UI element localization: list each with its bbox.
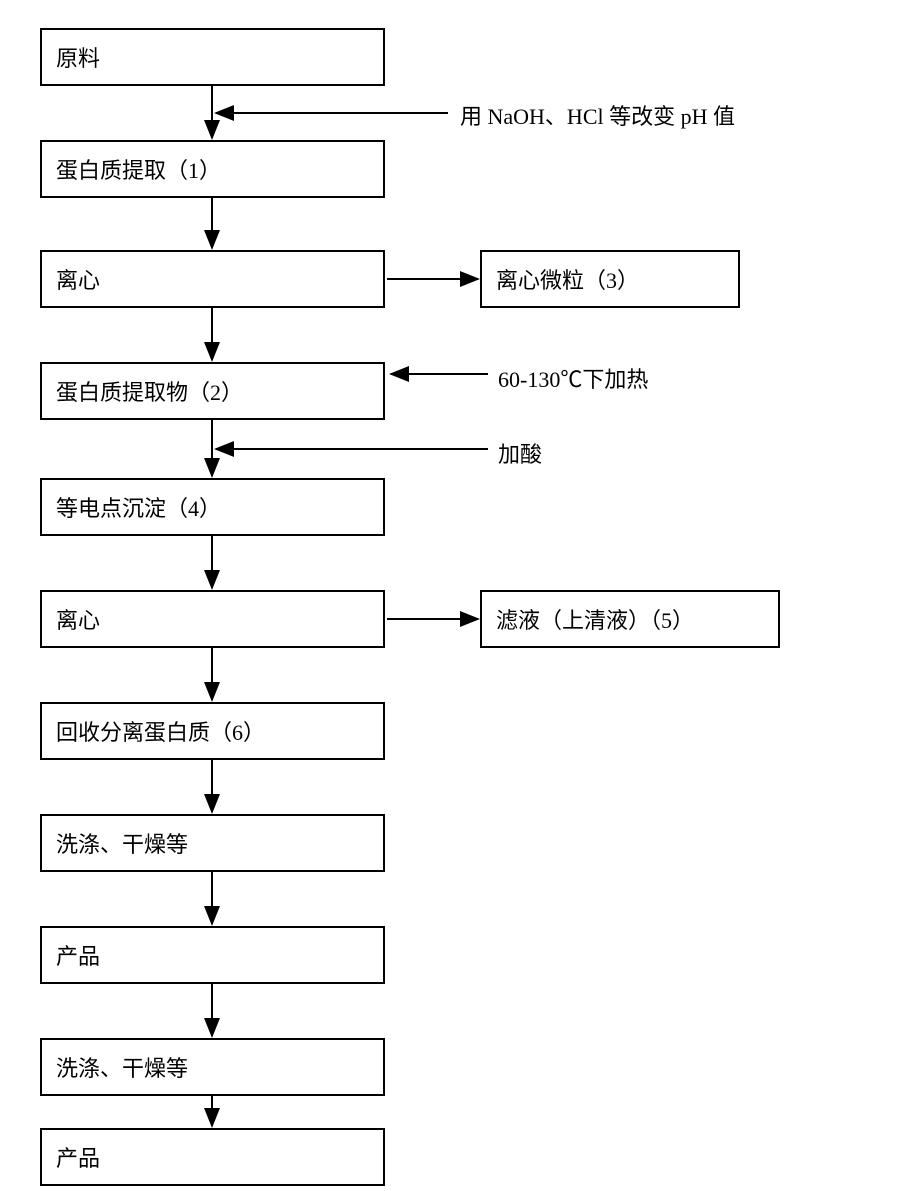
flowchart-container: 原料 蛋白质提取（1） 离心 离心微粒（3） 蛋白质提取物（2） 等电点沉淀（4… [0,0,900,1191]
connectors-svg [0,0,900,1191]
